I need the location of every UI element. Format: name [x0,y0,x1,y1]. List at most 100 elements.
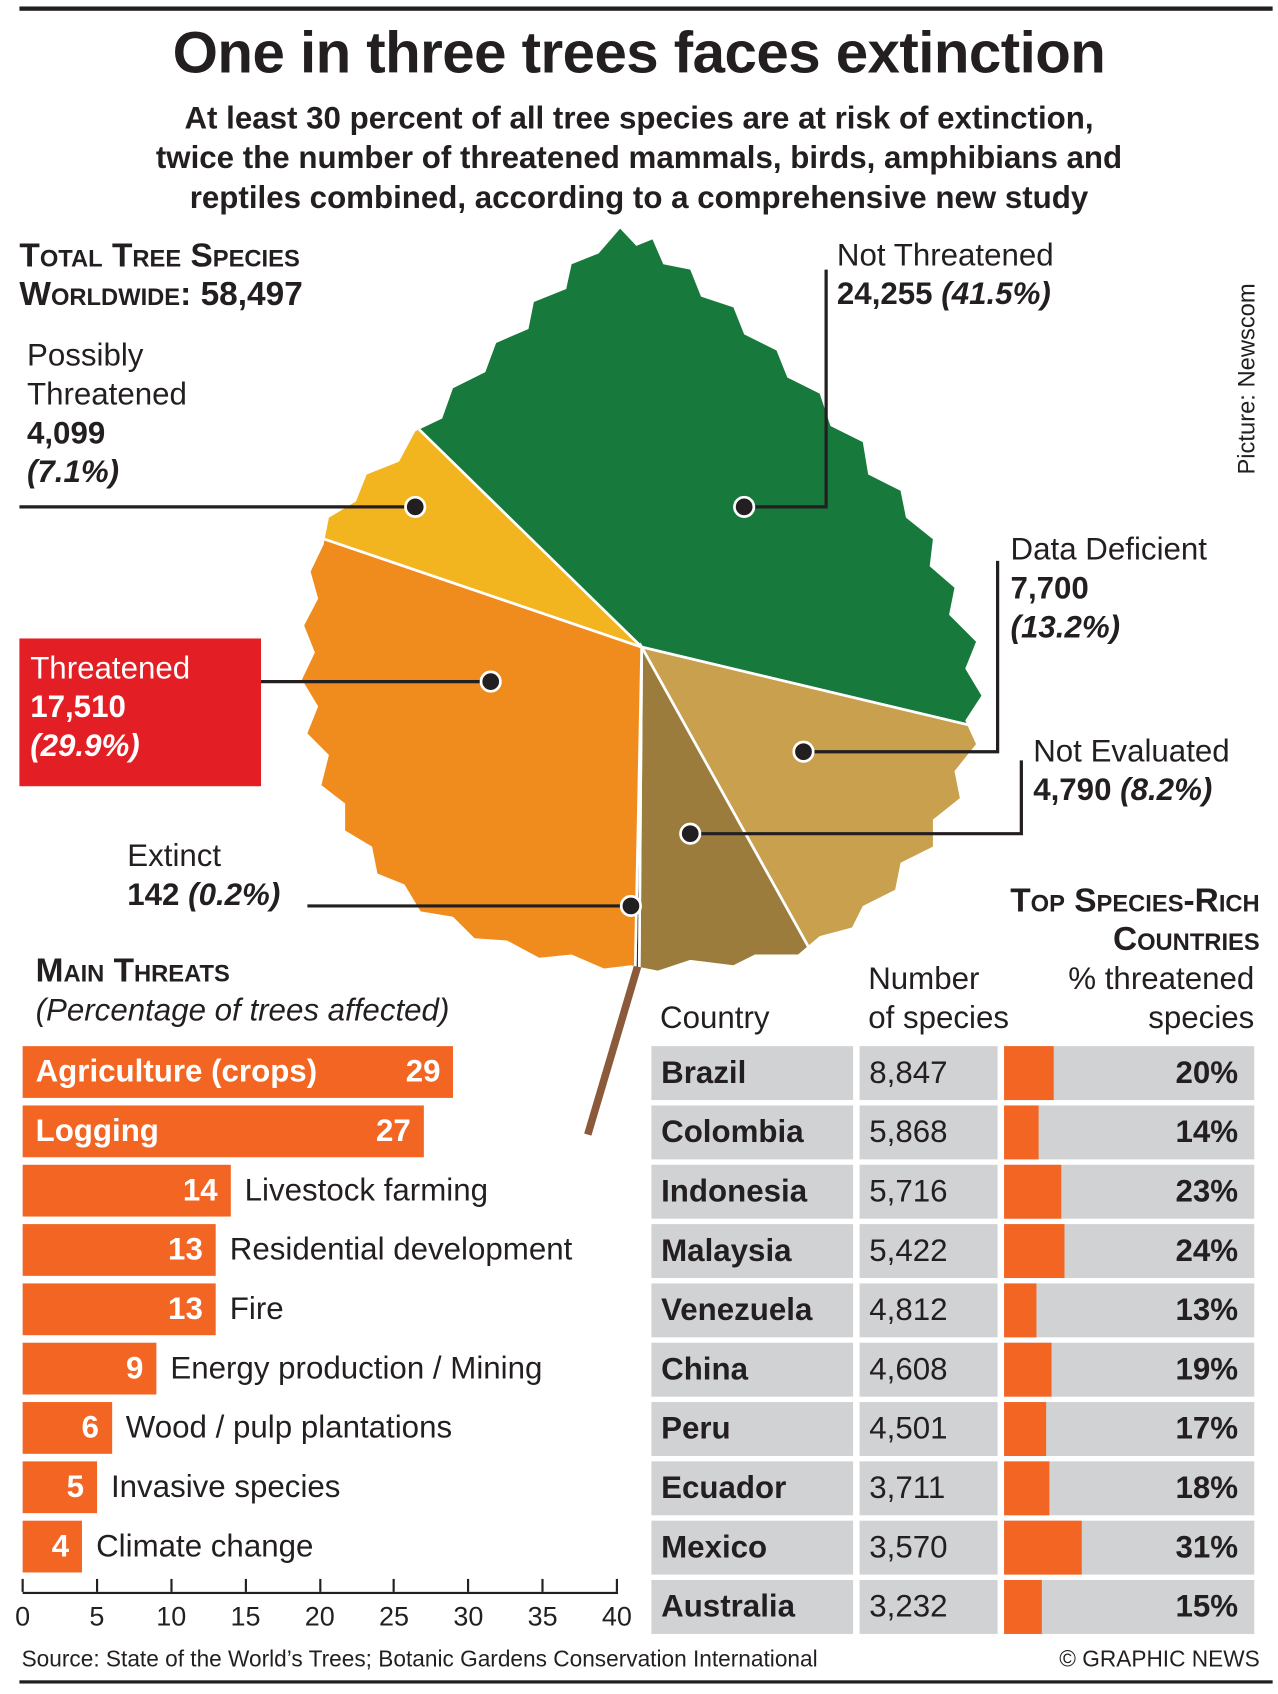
species-cell: 3,232 [859,1580,998,1634]
table-title: Top Species-Rich Countries [1010,881,1259,959]
subtitle-line: At least 30 percent of all tree species … [184,101,1094,136]
bar [22,1283,216,1336]
x-tick [392,1578,396,1592]
species-cell: 4,608 [859,1342,998,1397]
segment-name: Threatened [30,651,191,686]
pct-bar [1004,1402,1047,1456]
segment-count: 7,700 [1010,571,1089,607]
pct-bar [1004,1580,1042,1634]
marker-dot [404,495,427,518]
segment-count: 142 [127,877,180,913]
species-cell: 5,716 [859,1164,998,1219]
bar-label: Logging [35,1114,159,1149]
pct-bar [1004,1342,1052,1397]
leader-not-evaluated [690,760,1023,836]
table-title-line: Countries [1112,919,1260,958]
species-cell: 5,868 [859,1105,998,1160]
leaf-pie-chart [19,228,1023,1136]
label-not-threatened: Not Threatened 24,255 (41.5%) [837,236,1054,314]
segment-pct: (0.2%) [188,877,281,913]
header-country: Country [660,1000,770,1036]
species-cell: 5,422 [859,1224,998,1279]
threats-title: Main Threats [35,951,230,989]
bar-value: 27 [376,1114,411,1149]
marker-dot [479,670,502,693]
segment-count: 4,099 [26,416,106,451]
pct-cell [1004,1283,1255,1338]
x-tick [170,1578,173,1592]
bar [22,1342,157,1395]
pct-label: 20% [1175,1055,1239,1091]
bar-value: 9 [126,1351,144,1386]
bar-label: Livestock farming [244,1173,489,1208]
wedge-threatened [301,471,644,971]
country-cell: Colombia [651,1105,854,1160]
x-tick [21,1578,24,1592]
pct-cell [1004,1105,1255,1160]
x-tick [244,1578,247,1592]
pct-bar [1004,1224,1065,1279]
country-cell: Ecuador [651,1461,854,1516]
segment-count: 4,790 [1033,773,1112,808]
segment-pct: (29.9%) [30,729,140,764]
pct-label: 24% [1175,1233,1239,1269]
copyright: © GRAPHIC NEWS [1059,1646,1260,1672]
bar [22,1046,454,1098]
x-tick-label: 0 [15,1601,31,1632]
total-value: Worldwide: 58,497 [19,275,302,314]
pct-label: 23% [1175,1174,1239,1209]
header-line: of species [868,1000,1010,1036]
bar [22,1164,231,1217]
table-title-line: Top Species-Rich [1010,881,1260,919]
bar-value: 13 [168,1292,203,1327]
segment-name: Possibly [26,338,144,374]
bar-label: Invasive species [110,1469,341,1505]
segment-name: Extinct [127,839,222,874]
x-tick-label: 30 [453,1601,484,1632]
segment-count: 17,510 [30,690,126,725]
x-tick-label: 15 [230,1601,261,1632]
marker-dot [792,740,815,763]
species-cell: 4,812 [859,1283,998,1338]
pct-bar [1004,1520,1082,1575]
marker-dot [733,495,756,518]
bar-value: 5 [66,1469,84,1505]
bar-value: 14 [182,1173,218,1208]
total-number: 58,497 [200,275,303,313]
country-cell: Mexico [651,1520,854,1575]
subtitle-line: twice the number of threatened mammals, … [155,141,1123,176]
pct-bar [1004,1461,1050,1516]
bar [22,1520,83,1573]
country-cell: Australia [651,1580,854,1634]
label-data-deficient: Data Deficient 7,700 (13.2%) [1011,531,1207,647]
top-rule [19,6,1273,11]
x-tick [615,1578,618,1592]
bar-value: 6 [81,1410,99,1446]
x-axis [22,1591,618,1595]
wedge-not-evaluated [636,641,906,971]
bar-label: Climate change [96,1529,314,1564]
country-cell: China [651,1342,854,1397]
pct-bar [1004,1105,1040,1160]
header-number: Number of species [868,960,1009,1038]
bar [22,1224,216,1276]
segment-pct: (8.2%) [1120,773,1213,808]
label-extinct: Extinct 142 (0.2%) [127,837,280,915]
label-possibly-threatened: Possibly Threatened 4,099 (7.1%) [27,336,187,491]
segment-pct: (7.1%) [26,455,120,490]
segment-pct: (41.5%) [941,277,1051,312]
threats-subtitle: (Percentage of trees affected) [35,993,450,1028]
x-tick [467,1578,470,1592]
pct-bar [1004,1283,1037,1338]
leader-data-deficient [803,560,1000,754]
marker-dot [679,822,702,845]
x-tick-label: 35 [527,1601,558,1632]
x-tick-label: 40 [601,1601,632,1632]
segment-count: 24,255 [836,277,933,312]
pct-label: 31% [1175,1530,1239,1565]
bar-value: 13 [168,1232,203,1268]
pct-label: 19% [1175,1352,1239,1387]
leaf-stem [584,958,644,1136]
header-line: species [1148,1000,1255,1036]
country-cell: Brazil [651,1046,854,1101]
